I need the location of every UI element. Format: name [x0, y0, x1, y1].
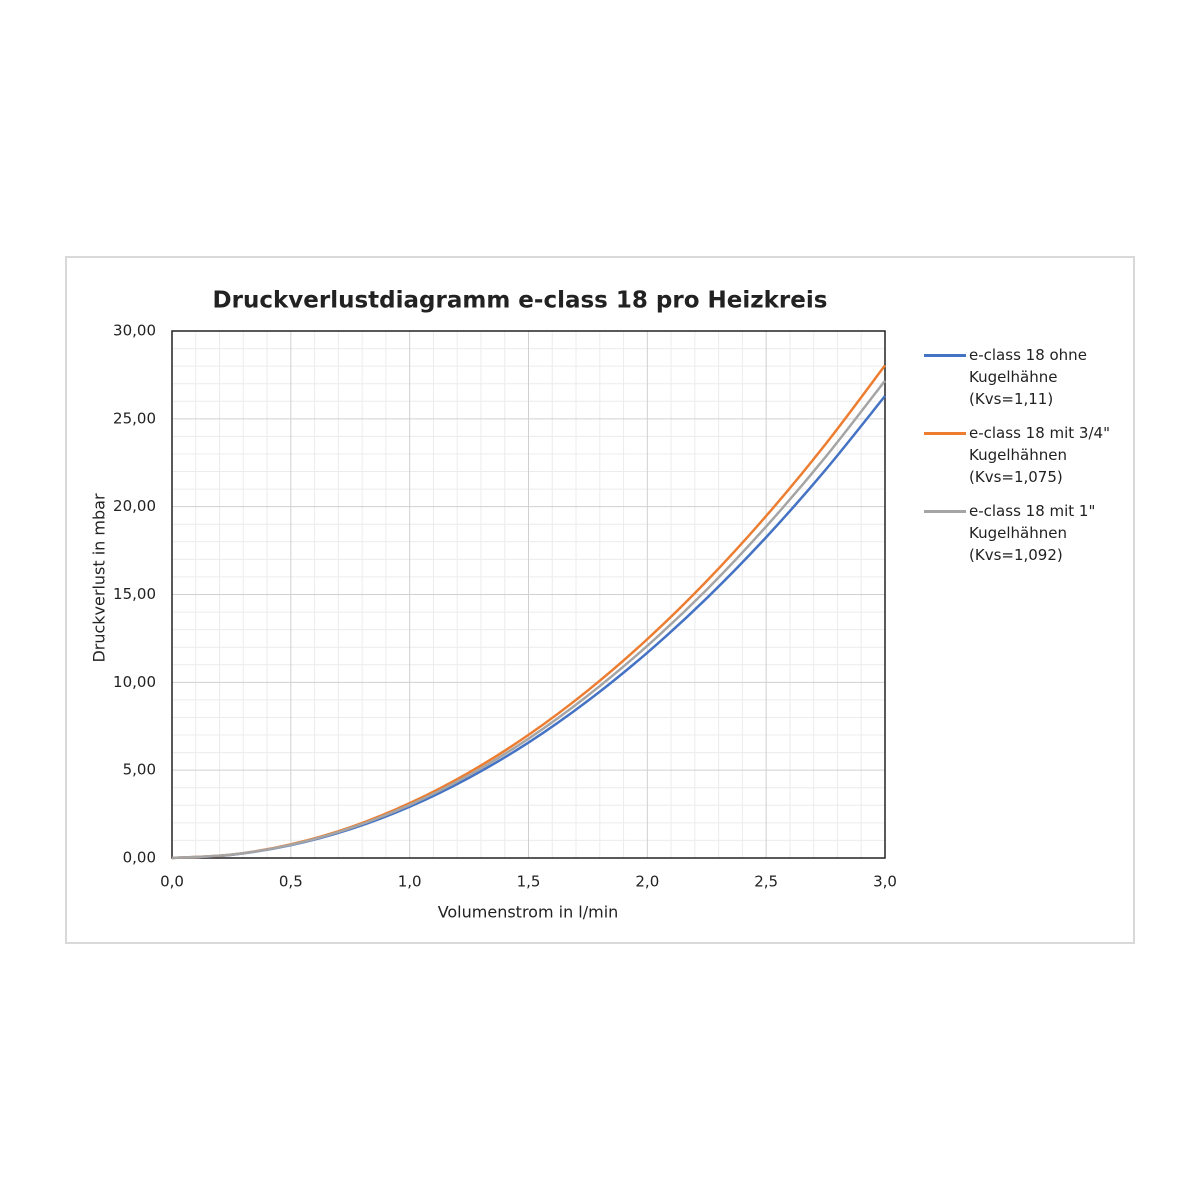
legend-swatch	[924, 510, 966, 513]
legend-label: e-class 18 mit 3/4" Kugelhähnen (Kvs=1,0…	[969, 424, 1110, 486]
plot-border	[171, 330, 886, 859]
y-tick-label: 30,00	[113, 322, 156, 340]
legend-item: e-class 18 mit 1" Kugelhähnen (Kvs=1,092…	[922, 500, 1119, 566]
y-tick-label: 15,00	[113, 585, 156, 603]
y-tick-label: 0,00	[123, 849, 156, 867]
x-tick-label: 3,0	[873, 873, 897, 891]
x-tick-label: 0,0	[160, 873, 184, 891]
legend-label: e-class 18 ohne Kugelhähne (Kvs=1,11)	[969, 346, 1087, 408]
legend-swatch	[924, 432, 966, 435]
x-tick-label: 1,0	[398, 873, 422, 891]
legend-label: e-class 18 mit 1" Kugelhähnen (Kvs=1,092…	[969, 502, 1096, 564]
chart-title: Druckverlustdiagramm e-class 18 pro Heiz…	[213, 288, 828, 314]
legend: e-class 18 ohne Kugelhähne (Kvs=1,11) e-c…	[922, 344, 1122, 578]
x-tick-label: 1,5	[517, 873, 541, 891]
legend-item: e-class 18 ohne Kugelhähne (Kvs=1,11)	[922, 344, 1119, 410]
y-tick-label: 5,00	[123, 761, 156, 779]
x-tick-label: 2,0	[635, 873, 659, 891]
series-line	[171, 379, 886, 860]
y-tick-label: 20,00	[113, 497, 156, 515]
y-tick-label: 10,00	[113, 673, 156, 691]
x-tick-label: 2,5	[754, 873, 778, 891]
y-axis-title: Druckverlust in mbar	[90, 493, 109, 662]
legend-item: e-class 18 mit 3/4" Kugelhähnen (Kvs=1,0…	[922, 422, 1119, 488]
y-tick-label: 25,00	[113, 409, 156, 427]
legend-swatch	[924, 354, 966, 357]
x-axis-title: Volumenstrom in l/min	[438, 903, 619, 922]
x-tick-label: 0,5	[279, 873, 303, 891]
